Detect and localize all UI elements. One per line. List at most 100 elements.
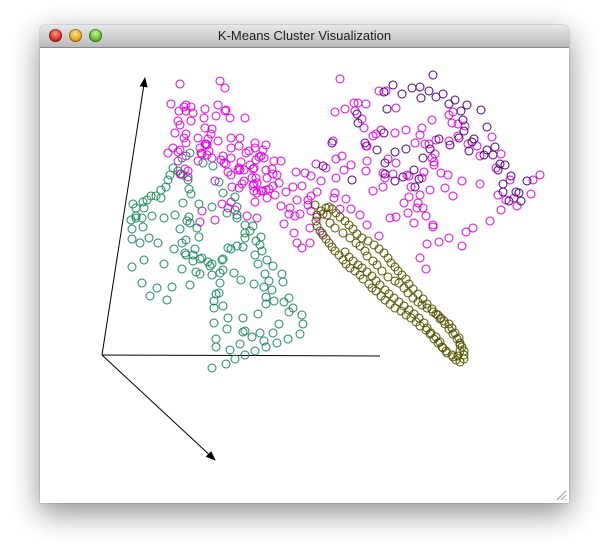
data-point-olive [362, 251, 372, 261]
data-point-green [209, 303, 219, 313]
close-button[interactable] [49, 29, 62, 42]
data-point-olive [455, 346, 465, 356]
data-point-purple [450, 95, 460, 105]
data-point-magenta [444, 110, 454, 120]
data-point-green [207, 202, 217, 212]
data-point-olive [413, 289, 423, 299]
data-point-magenta [412, 203, 422, 213]
data-point-green [218, 188, 228, 198]
data-point-olive [311, 216, 321, 226]
data-point-green [159, 213, 169, 223]
data-point-magenta [179, 102, 189, 112]
data-point-magenta [201, 139, 211, 149]
data-point-olive [455, 340, 465, 350]
data-point-purple [498, 187, 508, 197]
data-point-magenta [295, 209, 305, 219]
data-point-purple [522, 176, 532, 186]
data-point-green [173, 166, 183, 176]
data-point-green [145, 291, 155, 301]
data-point-magenta [166, 99, 176, 109]
data-point-olive [422, 299, 432, 309]
data-point-magenta [447, 118, 457, 128]
data-point-green [240, 228, 250, 238]
data-point-magenta [453, 131, 463, 141]
data-point-purple [445, 140, 455, 150]
data-point-olive [357, 233, 367, 243]
data-point-magenta [417, 123, 427, 133]
data-point-purple [476, 105, 486, 115]
data-point-magenta [331, 154, 341, 164]
data-point-magenta [268, 169, 278, 179]
data-point-green [257, 246, 267, 256]
data-point-purple [407, 83, 417, 93]
title-bar[interactable]: K-Means Cluster Visualization [40, 25, 569, 48]
resize-grip-icon[interactable] [555, 489, 567, 501]
data-point-green [279, 297, 289, 307]
data-point-olive [385, 299, 395, 309]
data-point-purple [504, 196, 514, 206]
data-point-magenta [196, 148, 206, 158]
points-group [126, 70, 545, 373]
data-point-purple [482, 145, 492, 155]
data-point-green [262, 255, 272, 265]
data-point-green [169, 244, 179, 254]
data-point-green [214, 288, 224, 298]
data-point-magenta [368, 186, 378, 196]
data-point-magenta [424, 139, 434, 149]
data-point-magenta [219, 158, 229, 168]
data-point-green [161, 182, 171, 192]
data-point-green [182, 216, 192, 226]
data-point-green [272, 338, 282, 348]
data-point-green [151, 191, 161, 201]
data-point-magenta [422, 239, 432, 249]
data-point-green [225, 345, 235, 355]
data-point-magenta [493, 190, 503, 200]
data-point-green [185, 148, 195, 158]
data-point-magenta [421, 211, 431, 221]
data-point-magenta [303, 200, 313, 210]
minimize-button[interactable] [69, 29, 82, 42]
data-point-purple [379, 87, 389, 97]
data-point-magenta [186, 116, 196, 126]
data-point-green [222, 208, 232, 218]
data-point-green [250, 250, 260, 260]
data-point-magenta [374, 86, 384, 96]
data-point-green [218, 301, 228, 311]
data-point-magenta [457, 176, 467, 186]
data-point-purple [397, 89, 407, 99]
data-point-olive [316, 206, 326, 216]
data-point-green [152, 283, 162, 293]
data-point-green [256, 232, 266, 242]
data-point-green [259, 336, 269, 346]
data-point-magenta [220, 106, 230, 116]
data-point-green [211, 342, 221, 352]
data-point-purple [482, 122, 492, 132]
data-point-magenta [175, 79, 185, 89]
data-point-magenta [220, 83, 230, 93]
data-point-magenta [241, 148, 251, 158]
data-point-green [261, 292, 271, 302]
data-point-magenta [353, 98, 363, 108]
data-point-olive [318, 209, 328, 219]
data-point-magenta [247, 173, 257, 183]
data-point-magenta [269, 156, 279, 166]
data-point-olive [362, 267, 372, 277]
zoom-button[interactable] [89, 29, 102, 42]
data-point-green [215, 278, 225, 288]
data-point-magenta [305, 238, 315, 248]
data-point-magenta [225, 113, 235, 123]
data-point-green [131, 203, 141, 213]
data-point-purple [516, 196, 526, 206]
data-point-magenta [428, 220, 438, 230]
data-point-green [253, 259, 263, 269]
data-point-green [188, 256, 198, 266]
data-point-purple [456, 106, 466, 116]
data-point-purple [318, 161, 328, 171]
data-point-olive [417, 300, 427, 310]
data-point-olive [325, 218, 335, 228]
data-point-green [167, 282, 177, 292]
data-point-magenta [215, 76, 225, 86]
data-point-green [223, 243, 233, 253]
data-point-green [208, 161, 218, 171]
data-point-magenta [210, 176, 220, 186]
